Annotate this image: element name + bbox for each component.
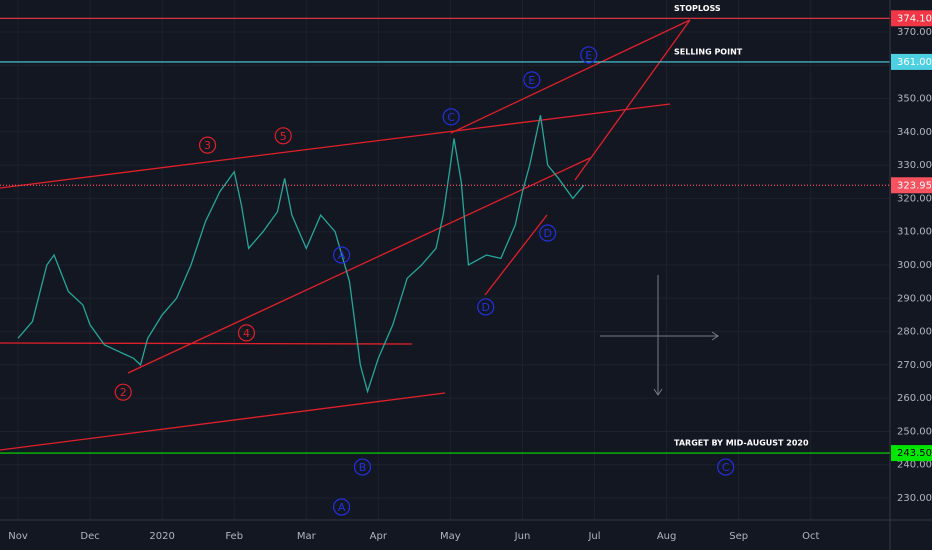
wave-marker [332,498,351,516]
level-annotation: SELLING POINT [674,47,743,56]
wave-marker [539,224,557,242]
trend-line [450,19,691,134]
price-tag [891,177,932,194]
y-tick-label: 280.00 [897,327,932,338]
x-tick-label: May [440,531,461,542]
trend-line [0,342,413,345]
x-tick-label: Mar [297,531,317,542]
y-tick-label: 270.00 [897,360,932,371]
wave-marker [274,127,292,145]
y-tick-label: 340.00 [897,127,932,138]
x-tick-label: Dec [80,531,99,542]
y-tick-label: 320.00 [897,193,932,204]
wave-marker [198,136,217,154]
price-tag-label: 243.50 [897,448,932,459]
wave-label: E [585,49,592,62]
wave-label: 4 [243,327,250,340]
grid [0,0,890,520]
price-tag-label: 323.95 [897,180,932,191]
crosshair-drawing [600,275,719,396]
wave-label: 5 [280,130,287,143]
price-tag-label: 374.10 [897,13,932,24]
trend-line [484,214,548,296]
y-tick-label: 330.00 [897,160,932,171]
x-tick-label: Jul [587,531,600,542]
wave-label: C [722,461,730,474]
trend-line [0,392,446,451]
x-tick-label: Jun [514,531,531,542]
wave-label: 2 [120,386,127,399]
wave-label: A [338,501,346,514]
x-tick-label: 2020 [149,531,174,542]
x-tick-label: Feb [225,531,243,542]
x-tick-label: Nov [8,531,28,542]
wave-label: C [447,111,455,124]
y-tick-label: 250.00 [897,426,932,437]
wave-label: E [528,74,535,87]
x-tick-label: Sep [729,531,748,542]
y-tick-label: 290.00 [897,293,932,304]
y-tick-label: 370.00 [897,27,932,38]
y-tick-label: 350.00 [897,94,932,105]
y-tick-label: 240.00 [897,460,932,471]
y-tick-label: 260.00 [897,393,932,404]
wave-marker [332,246,351,264]
wave-label: A [338,249,346,262]
trend-lines [0,19,691,451]
x-tick-label: Apr [370,531,388,542]
y-tick-label: 310.00 [897,227,932,238]
wave-marker [114,383,132,401]
trend-line [127,157,591,374]
plot: STOPLOSS SELLING POINT TARGET BY MID-AUGUS… [0,4,890,516]
wave-marker [477,298,495,316]
y-tick-label: 230.00 [897,493,932,504]
price-line [17,115,585,394]
x-tick-label: Oct [802,531,819,542]
wave-marker [442,108,460,126]
x-tick-label: Aug [657,531,677,542]
wave-label: B [359,461,367,474]
price-tag [891,445,932,462]
wave-label: D [481,301,489,314]
wave-marker [353,458,372,476]
level-annotation: STOPLOSS [674,4,721,13]
y-tick-label: 300.00 [897,260,932,271]
wave-marker [523,71,541,89]
wave-marker [237,324,256,342]
price-tag [891,10,932,27]
price-tag-label: 361.00 [897,57,932,68]
level-annotation: TARGET BY MID-AUGUST 2020 [674,439,809,448]
wave-label: D [543,227,551,240]
wave-marker [717,458,735,476]
trend-line [0,103,671,189]
wave-marker [580,46,598,64]
trend-line [574,19,691,181]
price-tag [891,53,932,70]
wave-label: 3 [204,139,211,152]
